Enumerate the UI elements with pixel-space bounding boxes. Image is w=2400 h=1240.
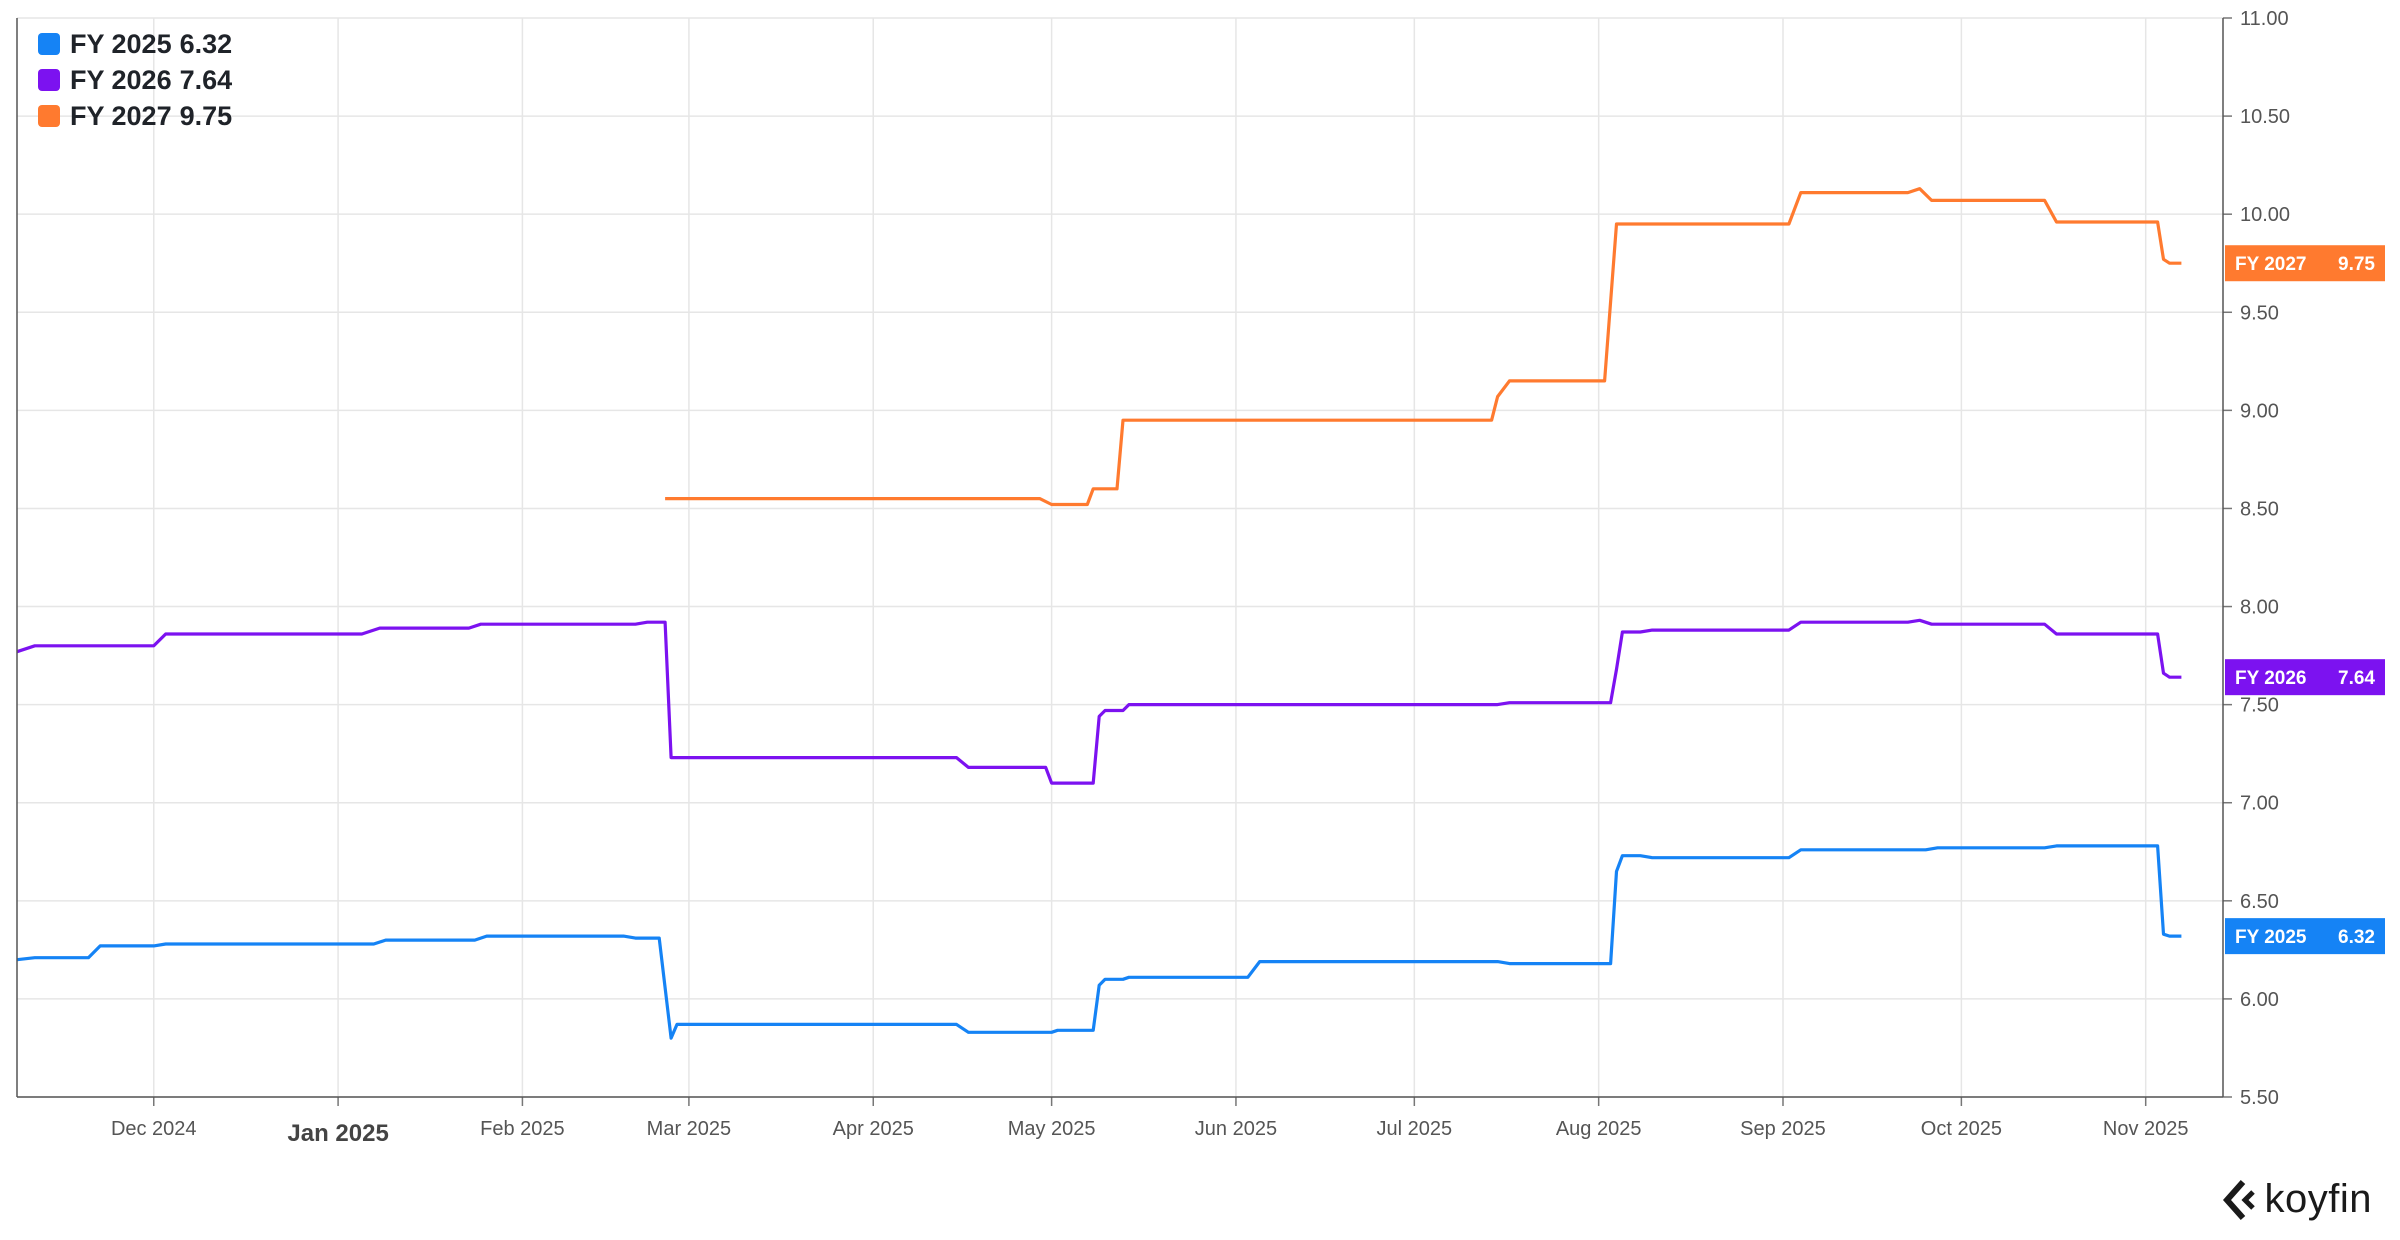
legend-swatch [38,69,60,91]
y-tick-label: 11.00 [2240,8,2289,30]
y-tick-label: 5.50 [2240,1087,2279,1109]
series-layer [16,187,2182,1040]
axis-labels: 11.00 10.50 10.00 9.50 9.00 8.50 8.00 7.50 7.00 6… [111,8,2385,1147]
last-value-tag-value: 9.75 [2338,254,2375,275]
legend-swatch [38,33,60,55]
last-value-tag [2225,245,2385,282]
last-value-tag [2225,918,2385,955]
series-line-fy-2027 [665,187,2182,507]
x-tick-label: Jan 2025 [287,1120,388,1147]
x-tick-label: Feb 2025 [480,1118,565,1140]
x-tick-label: Oct 2025 [1921,1118,2002,1140]
series-line-fy-2026 [16,618,2182,785]
x-tick-label: Aug 2025 [1556,1118,1642,1140]
legend-series-name: FY 2025 [70,28,172,59]
legend-series-name: FY 2026 [70,64,172,95]
last-value-tag [2225,659,2385,696]
x-tick-label: Jun 2025 [1195,1118,1277,1140]
legend-series-value: 7.64 [179,64,233,95]
x-tick-label: Sep 2025 [1740,1118,1826,1140]
legend-series-value: 9.75 [179,100,233,131]
last-value-tag-name: FY 2026 [2235,668,2306,689]
x-tick-label: Jul 2025 [1377,1118,1453,1140]
y-tick-label: 10.00 [2240,204,2290,226]
legend: FY 2025 6.32 FY 2026 7.64 FY 2027 9.75 [38,26,232,134]
last-value-tag-name: FY 2027 [2235,254,2306,275]
grid [17,17,2223,1098]
legend-item-fy2027[interactable]: FY 2027 9.75 [38,98,232,134]
x-tick-label: Apr 2025 [833,1118,914,1140]
y-tick-label: 7.50 [2240,695,2279,717]
legend-series-value: 6.32 [179,28,233,59]
y-tick-label: 6.50 [2240,891,2279,913]
y-tick-label: 10.50 [2240,106,2290,128]
x-tick-label: Dec 2024 [111,1118,197,1140]
y-tick-label: 6.00 [2240,989,2279,1011]
series-line-fy-2025 [16,844,2182,1040]
koyfin-logo-text: koyfin [2264,1177,2372,1221]
y-tick-label: 9.00 [2240,400,2279,422]
legend-item-fy2025[interactable]: FY 2025 6.32 [38,26,232,62]
koyfin-logo-icon [2222,1179,2255,1220]
x-tick-label: Mar 2025 [647,1118,732,1140]
x-tick-label: May 2025 [1008,1118,1096,1140]
koyfin-logo[interactable]: koyfin [2219,1177,2373,1222]
legend-swatch [38,105,60,127]
legend-item-fy2026[interactable]: FY 2026 7.64 [38,62,232,98]
last-value-tag-name: FY 2025 [2235,927,2307,948]
x-tick-label: Nov 2025 [2103,1118,2189,1140]
y-tick-label: 7.00 [2240,793,2279,815]
legend-series-name: FY 2027 [70,100,172,131]
axes [16,17,2232,1106]
y-tick-label: 8.00 [2240,597,2279,619]
last-value-tag-value: 7.64 [2338,668,2375,689]
last-value-tag-value: 6.32 [2338,927,2375,948]
y-tick-label: 8.50 [2240,498,2279,520]
y-tick-label: 9.50 [2240,302,2279,324]
